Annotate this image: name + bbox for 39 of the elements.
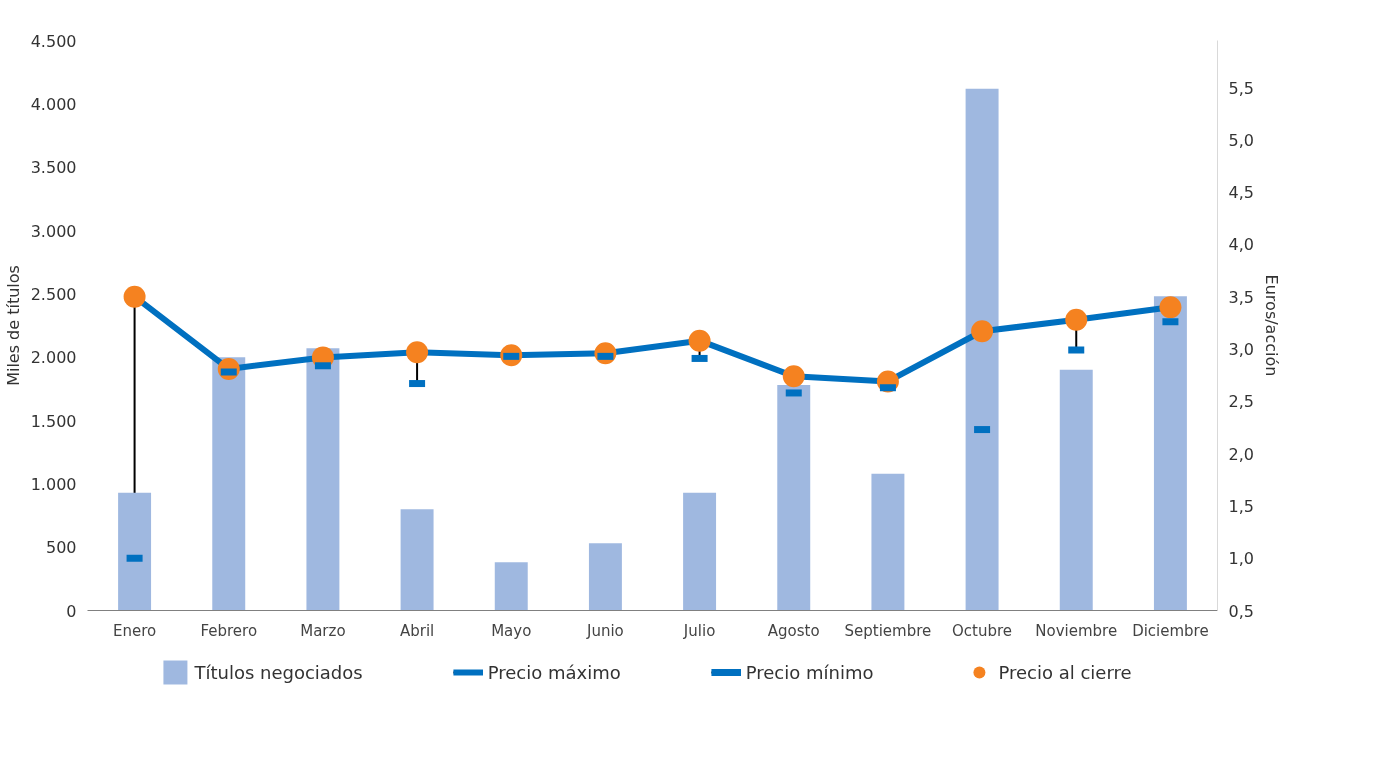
y2-tick-label: 4,5 xyxy=(1228,183,1254,203)
y2-tick-label: 1,5 xyxy=(1228,496,1254,516)
y-tick-label: 4.500 xyxy=(30,31,77,51)
x-tick-label: Noviembre xyxy=(1035,621,1118,640)
x-tick-label: Septiembre xyxy=(844,621,932,640)
y2-tick-label: 1,0 xyxy=(1228,549,1254,569)
y-tick-label: 2.000 xyxy=(30,348,77,368)
x-tick-label: Marzo xyxy=(300,621,346,640)
x-tick-label: Abril xyxy=(399,621,435,640)
y2-axis-title: Euros/acción xyxy=(1261,274,1281,377)
y-axis-title: Miles de títulos xyxy=(3,265,23,386)
x-tick-label: Enero xyxy=(112,621,157,640)
y-tick-label: 500 xyxy=(45,538,77,558)
y-tick-label: 1.000 xyxy=(30,474,77,494)
y2-tick-label: 3,0 xyxy=(1228,340,1254,360)
legend-label: Títulos negociados xyxy=(194,661,363,683)
y-tick-label: 3.000 xyxy=(30,221,77,241)
y2-tick-label: 5,0 xyxy=(1228,130,1254,150)
y2-tick-label: 4,0 xyxy=(1228,235,1254,255)
y2-tick-label: 0,5 xyxy=(1228,601,1254,621)
y2-tick-label: 5,5 xyxy=(1228,78,1254,98)
y2-tick-label: 3,5 xyxy=(1228,287,1254,307)
y-tick-label: 4.000 xyxy=(30,94,77,114)
x-tick-label: Diciembre xyxy=(1132,621,1209,640)
x-tick-label: Agosto xyxy=(767,621,820,640)
x-tick-label: Junio xyxy=(586,621,624,640)
x-tick-label: Julio xyxy=(682,621,716,640)
legend-label: Precio mínimo xyxy=(745,661,874,683)
y2-tick-label: 2,0 xyxy=(1228,444,1254,464)
x-tick-label: Mayo xyxy=(491,621,532,640)
x-tick-label: Octubre xyxy=(952,621,1013,640)
y-tick-label: 2.500 xyxy=(30,284,77,304)
y-tick-label: 3.500 xyxy=(30,158,77,178)
x-tick-label: Febrero xyxy=(200,621,258,640)
y2-tick-label: 2,5 xyxy=(1228,392,1254,412)
legend-label: Precio máximo xyxy=(487,661,621,683)
legend-label: Precio al cierre xyxy=(998,661,1132,683)
y-tick-label: 0 xyxy=(66,601,77,621)
y-tick-label: 1.500 xyxy=(30,411,77,431)
